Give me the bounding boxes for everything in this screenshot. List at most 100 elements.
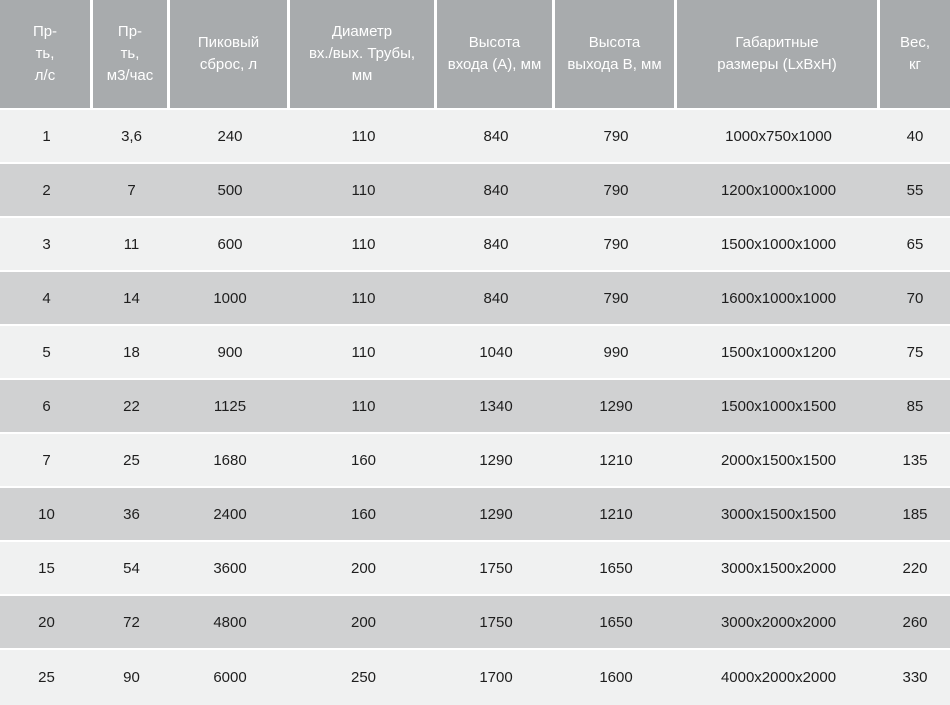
- table-cell: 11: [123, 235, 140, 253]
- table-cell: 55: [906, 181, 924, 199]
- table-cell: 1000: [213, 289, 247, 307]
- table-cell: 1290: [479, 505, 513, 523]
- table-cell: 220: [902, 559, 928, 577]
- table-cell: 110: [351, 235, 376, 253]
- table-cell: 3: [42, 235, 51, 253]
- table-row: 10 36 2400 160 1290 1210 3000x1500x1500 185: [0, 488, 950, 540]
- table-cell: 200: [350, 613, 377, 631]
- table-cell: 4000x2000x2000: [720, 669, 837, 686]
- column-header: Пиковый сброс, л: [170, 0, 290, 108]
- table-cell: 840: [483, 289, 509, 307]
- table-cell: 1680: [213, 451, 247, 469]
- table-header-row: Пр- ть, л/с Пр- ть, м3/час Пиковый сброс, …: [0, 0, 950, 108]
- table-cell: 1200x1000x1000: [720, 181, 837, 199]
- table-cell: 3600: [213, 559, 247, 577]
- table-row: 7 25 1680 160 1290 1210 2000x1500x1500 135: [0, 434, 950, 486]
- column-header: Вес, кг: [880, 0, 950, 108]
- table-cell: 790: [603, 235, 629, 253]
- table-cell: 40: [906, 127, 924, 145]
- table-cell: 1290: [479, 451, 513, 469]
- table-cell: 1290: [599, 397, 633, 415]
- table-cell: 1500x1000x1000: [720, 235, 837, 253]
- table-cell: 7: [127, 181, 136, 199]
- table-cell: 14: [123, 289, 140, 307]
- table-cell: 2400: [213, 505, 247, 523]
- table-cell: 600: [217, 235, 243, 253]
- table-cell: 18: [123, 343, 140, 361]
- table-row: 3 11 600 110 840 790 1500x1000x1000 65: [0, 218, 950, 270]
- table-cell: 1040: [479, 343, 513, 361]
- table-cell: 6000: [213, 669, 247, 686]
- table-cell: 260: [902, 613, 928, 631]
- table-row: 25 90 6000 250 1700 1600 4000x2000x2000 330: [0, 650, 950, 705]
- table-cell: 3000x2000x2000: [720, 613, 837, 631]
- table-cell: 65: [906, 235, 924, 253]
- table-cell: 5: [42, 343, 51, 361]
- table-cell: 1000x750x1000: [725, 127, 832, 145]
- table-cell: 3000x1500x1500: [720, 505, 837, 523]
- column-header: Пр- ть, л/с: [0, 0, 93, 108]
- table-cell: 36: [123, 505, 140, 523]
- table-cell: 85: [906, 397, 924, 415]
- table-cell: 1750: [479, 559, 513, 577]
- table-cell: 1750: [479, 613, 513, 631]
- table-cell: 4800: [213, 613, 247, 631]
- table-cell: 110: [351, 397, 376, 415]
- table-cell: 900: [217, 343, 243, 361]
- table-cell: 1210: [599, 505, 633, 523]
- table-cell: 790: [603, 289, 629, 307]
- column-header: Габаритные размеры (LxBxH): [677, 0, 880, 108]
- table-cell: 3000x1500x2000: [720, 559, 837, 577]
- table-cell: 1: [42, 127, 51, 145]
- table-cell: 840: [483, 127, 509, 145]
- table-cell: 200: [350, 559, 377, 577]
- table-cell: 240: [217, 127, 243, 145]
- table-body: 1 3,6 240 110 840 790 1000x750x1000 40 2 7 500 110 8…: [0, 110, 950, 705]
- table-row: 20 72 4800 200 1750 1650 3000x2000x2000 260: [0, 596, 950, 648]
- table-cell: 70: [906, 289, 924, 307]
- table-cell: 1650: [599, 559, 633, 577]
- table-cell: 330: [902, 669, 928, 686]
- column-header: Высота входа (А), мм: [437, 0, 555, 108]
- table-cell: 160: [350, 451, 377, 469]
- table-cell: 15: [38, 559, 55, 577]
- table-row: 4 14 1000 110 840 790 1600x1000x1000 70: [0, 272, 950, 324]
- table-cell: 4: [42, 289, 51, 307]
- table-cell: 1500x1000x1500: [720, 397, 837, 415]
- table-row: 6 22 1125 110 1340 1290 1500x1000x1500 85: [0, 380, 950, 432]
- table-cell: 790: [603, 127, 629, 145]
- table-cell: 1600: [599, 669, 633, 686]
- table-cell: 22: [123, 397, 140, 415]
- table-cell: 840: [483, 235, 509, 253]
- table-cell: 1600x1000x1000: [720, 289, 837, 307]
- table-row: 5 18 900 110 1040 990 1500x1000x1200 75: [0, 326, 950, 378]
- table-row: 15 54 3600 200 1750 1650 3000x1500x2000 220: [0, 542, 950, 594]
- table-cell: 185: [902, 505, 928, 523]
- table-cell: 54: [123, 559, 140, 577]
- table-cell: 10: [38, 505, 55, 523]
- table-cell: 3,6: [121, 127, 142, 145]
- table-row: 2 7 500 110 840 790 1200x1000x1000 55: [0, 164, 950, 216]
- table-cell: 7: [42, 451, 51, 469]
- table-cell: 110: [351, 289, 376, 307]
- table-cell: 1340: [479, 397, 513, 415]
- column-header: Диаметр вх./вых. Трубы, мм: [290, 0, 437, 108]
- table-cell: 160: [350, 505, 377, 523]
- table-row: 1 3,6 240 110 840 790 1000x750x1000 40: [0, 110, 950, 162]
- table-cell: 20: [38, 613, 55, 631]
- table-cell: 500: [217, 181, 243, 199]
- table-cell: 6: [42, 397, 51, 415]
- column-header: Высота выхода В, мм: [555, 0, 677, 108]
- table-cell: 135: [902, 451, 928, 469]
- table-cell: 110: [351, 181, 376, 199]
- table-cell: 1500x1000x1200: [720, 343, 837, 361]
- table-cell: 2: [42, 181, 51, 199]
- table-cell: 250: [350, 669, 377, 686]
- table-cell: 840: [483, 181, 509, 199]
- table-cell: 1650: [599, 613, 633, 631]
- table-cell: 110: [351, 127, 376, 145]
- table-cell: 1210: [599, 451, 633, 469]
- table-cell: 25: [123, 451, 140, 469]
- table-cell: 72: [123, 613, 140, 631]
